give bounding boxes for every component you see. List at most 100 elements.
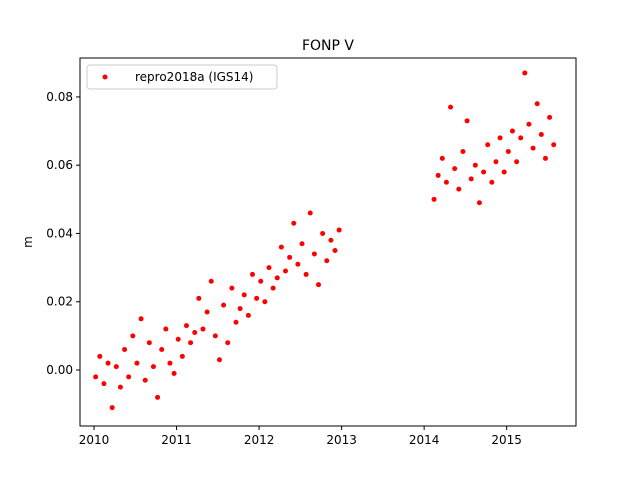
y-tick-label: 0.02 <box>46 295 73 309</box>
point <box>138 316 144 322</box>
point <box>200 326 206 332</box>
point <box>472 162 478 168</box>
point <box>493 159 499 165</box>
point <box>542 155 548 161</box>
y-tick-label: 0.08 <box>46 90 73 104</box>
point <box>196 295 202 301</box>
point <box>171 370 177 376</box>
point <box>431 196 437 202</box>
point <box>93 374 99 380</box>
point <box>456 186 462 192</box>
point <box>142 377 148 383</box>
point <box>179 353 185 359</box>
point <box>192 329 198 335</box>
point <box>188 340 194 346</box>
point <box>303 271 309 277</box>
point <box>489 179 495 185</box>
point <box>534 101 540 107</box>
point <box>225 340 231 346</box>
point <box>287 254 293 260</box>
point <box>324 258 330 264</box>
point <box>443 179 449 185</box>
point <box>146 340 152 346</box>
point <box>311 251 317 257</box>
x-tick-label: 2010 <box>79 433 110 447</box>
x-tick-label: 2015 <box>491 433 522 447</box>
point <box>278 244 284 250</box>
x-tick-label: 2011 <box>161 433 192 447</box>
point <box>497 135 503 141</box>
point <box>126 374 132 380</box>
point <box>241 292 247 298</box>
point <box>254 295 260 301</box>
point <box>237 306 243 312</box>
legend-marker <box>102 74 108 80</box>
point <box>159 347 165 353</box>
point <box>122 347 128 353</box>
point <box>101 381 107 387</box>
point <box>307 210 313 216</box>
point <box>245 312 251 318</box>
legend-box <box>86 64 278 90</box>
point <box>105 360 111 366</box>
point <box>509 128 515 134</box>
x-tick-label: 2013 <box>326 433 357 447</box>
point <box>551 142 557 148</box>
point <box>117 384 123 390</box>
point <box>233 319 239 325</box>
point <box>216 357 222 363</box>
point <box>291 220 297 226</box>
point <box>221 302 227 308</box>
point <box>505 149 511 155</box>
point <box>212 333 218 339</box>
point <box>328 237 334 243</box>
point <box>130 333 136 339</box>
y-tick-label: 0.00 <box>46 363 73 377</box>
point <box>452 166 458 172</box>
point <box>460 149 466 155</box>
point <box>538 131 544 137</box>
point <box>109 405 115 411</box>
point <box>439 155 445 161</box>
point <box>229 285 235 291</box>
point <box>295 261 301 267</box>
point <box>270 285 276 291</box>
point <box>435 172 441 178</box>
point <box>155 394 161 400</box>
point <box>522 70 528 76</box>
point <box>547 114 553 120</box>
point <box>282 268 288 274</box>
point <box>464 118 470 124</box>
x-tick-label: 2012 <box>244 433 275 447</box>
point <box>183 323 189 329</box>
y-axis-label: m <box>21 236 35 248</box>
x-tick-label: 2014 <box>409 433 440 447</box>
point <box>134 360 140 366</box>
point <box>526 121 532 127</box>
plot-frame <box>79 57 577 427</box>
point <box>262 299 268 305</box>
point <box>97 353 103 359</box>
point <box>258 278 264 284</box>
point <box>299 241 305 247</box>
chart-title: FONP V <box>302 38 354 54</box>
point <box>274 275 280 281</box>
point <box>208 278 214 284</box>
point <box>530 145 536 151</box>
point <box>485 142 491 148</box>
point <box>481 169 487 175</box>
y-tick-label: 0.04 <box>46 226 73 240</box>
y-tick-label: 0.06 <box>46 158 73 172</box>
point <box>204 309 210 315</box>
point <box>336 227 342 233</box>
point <box>468 176 474 182</box>
point <box>501 169 507 175</box>
point <box>150 364 156 370</box>
point <box>332 248 338 254</box>
point <box>266 265 272 271</box>
point <box>167 360 173 366</box>
point <box>316 282 322 288</box>
point <box>175 336 181 342</box>
point <box>514 159 520 165</box>
